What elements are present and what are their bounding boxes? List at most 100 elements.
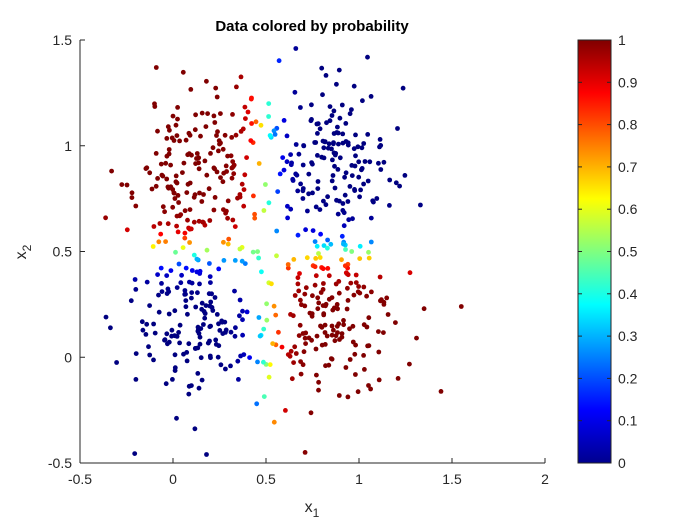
data-point: [231, 162, 237, 168]
data-point: [320, 266, 326, 272]
data-point: [220, 331, 226, 336]
data-point: [458, 304, 464, 309]
data-point: [281, 118, 287, 123]
data-point: [312, 239, 318, 245]
data-point: [152, 104, 158, 109]
data-point: [339, 331, 345, 336]
data-point: [217, 141, 222, 147]
data-point: [402, 173, 408, 178]
data-point: [266, 200, 272, 206]
data-point: [208, 151, 213, 156]
data-point: [327, 118, 333, 124]
data-point: [316, 251, 321, 256]
data-point: [261, 208, 267, 213]
data-point: [194, 151, 200, 156]
data-point: [270, 341, 276, 346]
data-point: [143, 332, 149, 337]
data-point: [248, 138, 254, 144]
data-point: [418, 202, 423, 208]
data-point: [216, 321, 221, 327]
data-point: [328, 241, 334, 247]
y-tick-label: -0.5: [48, 455, 72, 471]
data-point: [387, 177, 393, 183]
data-point: [290, 313, 296, 319]
data-point: [225, 153, 231, 159]
data-point: [183, 298, 189, 303]
data-point: [315, 295, 321, 301]
data-point: [343, 170, 349, 176]
data-point: [152, 330, 158, 336]
data-point: [330, 157, 335, 163]
data-point: [361, 181, 366, 187]
data-point: [353, 372, 358, 377]
data-point: [309, 102, 314, 108]
data-point: [297, 322, 303, 328]
x-tick-label: 1.5: [442, 471, 462, 487]
data-point: [156, 309, 162, 315]
data-point: [329, 178, 335, 184]
data-point: [353, 132, 358, 138]
data-point: [266, 101, 272, 106]
data-point: [300, 188, 306, 194]
data-point: [150, 244, 156, 249]
data-point: [133, 203, 139, 209]
data-point: [267, 362, 273, 367]
data-point: [300, 331, 306, 336]
data-point: [323, 202, 329, 208]
data-point: [240, 317, 245, 323]
data-point: [253, 119, 259, 125]
data-point: [345, 298, 351, 303]
data-point: [225, 198, 231, 204]
data-point: [182, 230, 188, 236]
data-point: [238, 74, 244, 80]
data-point: [103, 314, 109, 320]
data-point: [357, 256, 363, 261]
data-point: [184, 190, 190, 196]
colorbar-tick-label: 0.9: [618, 74, 638, 90]
data-point: [351, 83, 357, 89]
data-point: [242, 104, 248, 110]
data-point: [119, 182, 125, 188]
data-point: [333, 151, 339, 156]
data-point: [285, 262, 291, 267]
data-point: [302, 291, 308, 297]
data-point: [213, 85, 219, 91]
data-point: [164, 273, 170, 278]
data-point: [366, 249, 371, 255]
data-point: [274, 228, 280, 234]
data-point: [323, 73, 329, 78]
data-point: [365, 54, 370, 60]
data-point: [166, 147, 172, 152]
data-point: [356, 174, 362, 180]
data-point: [259, 269, 264, 275]
data-point: [155, 128, 160, 134]
data-point: [361, 284, 367, 290]
data-point: [165, 124, 171, 130]
data-point: [361, 353, 366, 358]
data-point: [335, 306, 340, 312]
data-point: [164, 291, 170, 296]
data-point: [199, 110, 205, 116]
data-point: [242, 172, 248, 178]
data-point: [188, 226, 194, 232]
data-point: [336, 198, 342, 204]
data-point: [316, 379, 321, 385]
data-point: [316, 387, 321, 393]
data-point: [237, 246, 243, 252]
data-point: [343, 121, 349, 126]
data-point: [347, 357, 353, 362]
data-point: [326, 273, 332, 279]
data-point: [239, 181, 245, 187]
data-point: [289, 376, 295, 382]
colorbar-tick-label: 1: [618, 32, 626, 48]
data-point: [255, 359, 260, 365]
data-point: [183, 265, 189, 271]
data-point: [331, 131, 337, 136]
data-point: [217, 328, 223, 333]
data-point: [184, 350, 190, 355]
data-point: [189, 383, 194, 388]
data-point: [376, 329, 381, 334]
data-point: [207, 261, 212, 266]
x-axis-ticks: -0.5 0 0.5 1 1.5 2: [68, 458, 549, 487]
data-point: [261, 326, 267, 332]
